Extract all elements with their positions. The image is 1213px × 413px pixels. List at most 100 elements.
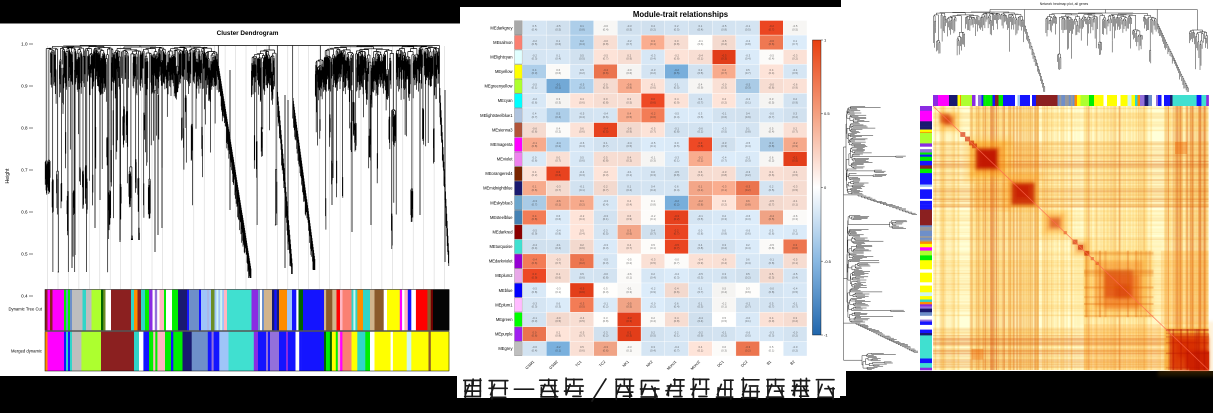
svg-text:-0.3: -0.3 xyxy=(651,68,656,72)
svg-text:-0.1: -0.1 xyxy=(722,112,727,116)
svg-text:MEmagenta: MEmagenta xyxy=(490,142,513,147)
svg-text:(0.5): (0.5) xyxy=(626,305,632,309)
svg-text:(0.2): (0.2) xyxy=(532,173,538,177)
svg-text:(0.1): (0.1) xyxy=(721,188,727,192)
svg-text:(0.2): (0.2) xyxy=(650,27,656,31)
svg-text:-0.5: -0.5 xyxy=(745,83,750,87)
svg-text:0.4: 0.4 xyxy=(698,97,702,101)
svg-text:-0.3: -0.3 xyxy=(651,258,656,262)
svg-text:(0.9): (0.9) xyxy=(650,290,656,294)
svg-text:0.1: 0.1 xyxy=(580,258,584,262)
svg-text:-0.5: -0.5 xyxy=(579,112,584,116)
svg-text:(0.6): (0.6) xyxy=(579,348,585,352)
svg-text:(0.7): (0.7) xyxy=(603,57,609,61)
svg-text:(0.4): (0.4) xyxy=(579,115,585,119)
svg-text:(0.4): (0.4) xyxy=(721,290,727,294)
svg-text:-0.2: -0.2 xyxy=(674,53,679,57)
svg-text:(0.2): (0.2) xyxy=(792,348,798,352)
svg-text:0.5: 0.5 xyxy=(722,316,726,320)
svg-text:0.5: 0.5 xyxy=(580,156,584,160)
svg-text:-0.4: -0.4 xyxy=(579,170,584,174)
svg-text:0.3: 0.3 xyxy=(698,141,702,145)
svg-text:-0.0: -0.0 xyxy=(556,316,561,320)
svg-text:-0.6: -0.6 xyxy=(722,258,727,262)
svg-text:(0.8): (0.8) xyxy=(674,130,680,134)
svg-text:(0.6): (0.6) xyxy=(579,290,585,294)
svg-text:MEviolet: MEviolet xyxy=(497,157,514,162)
svg-text:(0.8): (0.8) xyxy=(721,232,727,236)
svg-text:-0.1: -0.1 xyxy=(627,287,632,291)
svg-text:(0.1): (0.1) xyxy=(745,319,751,323)
svg-text:(0.4): (0.4) xyxy=(532,246,538,250)
svg-text:(0.5): (0.5) xyxy=(674,144,680,148)
svg-text:0.5: 0.5 xyxy=(770,301,774,305)
svg-text:0.2: 0.2 xyxy=(675,331,679,335)
svg-text:0.6: 0.6 xyxy=(556,68,560,72)
svg-text:(0.7): (0.7) xyxy=(769,202,775,206)
svg-text:-0.4: -0.4 xyxy=(722,156,727,160)
svg-text:0.6: 0.6 xyxy=(746,258,750,262)
svg-text:0.2: 0.2 xyxy=(746,243,750,247)
svg-text:(0.6): (0.6) xyxy=(579,159,585,163)
svg-text:-0.3: -0.3 xyxy=(722,126,727,130)
svg-text:-0.5: -0.5 xyxy=(793,24,798,28)
svg-text:(0.1): (0.1) xyxy=(792,261,798,265)
svg-text:-0.0: -0.0 xyxy=(627,68,632,72)
svg-text:(0.4): (0.4) xyxy=(721,42,727,46)
svg-text:(0.3): (0.3) xyxy=(721,57,727,61)
svg-text:(0.3): (0.3) xyxy=(698,305,704,309)
svg-text:(0.8): (0.8) xyxy=(674,57,680,61)
svg-text:MEdarkred: MEdarkred xyxy=(492,230,513,235)
svg-text:-0.4: -0.4 xyxy=(769,214,774,218)
svg-text:(0.6): (0.6) xyxy=(769,232,775,236)
svg-text:0.4: 0.4 xyxy=(627,112,631,116)
svg-text:(0.6): (0.6) xyxy=(721,115,727,119)
svg-text:(0.3): (0.3) xyxy=(555,305,561,309)
svg-text:-0.5: -0.5 xyxy=(627,258,632,262)
svg-text:(0.9): (0.9) xyxy=(698,334,704,338)
svg-text:0.3: 0.3 xyxy=(651,345,655,349)
svg-text:(0.1): (0.1) xyxy=(698,57,704,61)
svg-text:(0.8): (0.8) xyxy=(745,130,751,134)
svg-text:-0.4: -0.4 xyxy=(603,68,608,72)
svg-text:0.1: 0.1 xyxy=(533,185,537,189)
svg-text:(0.6): (0.6) xyxy=(603,115,609,119)
svg-text:(0.3): (0.3) xyxy=(745,217,751,221)
svg-text:-0.3: -0.3 xyxy=(769,331,774,335)
svg-text:(0.6): (0.6) xyxy=(769,86,775,90)
svg-text:(0.8): (0.8) xyxy=(721,173,727,177)
svg-text:(0.3): (0.3) xyxy=(674,275,680,279)
svg-text:-0.5: -0.5 xyxy=(556,24,561,28)
svg-text:0.0: 0.0 xyxy=(651,97,655,101)
svg-text:(0.5): (0.5) xyxy=(650,334,656,338)
svg-text:(0.4): (0.4) xyxy=(532,348,538,352)
svg-text:-0.3: -0.3 xyxy=(745,53,750,57)
svg-text:(0.7): (0.7) xyxy=(792,130,798,134)
svg-text:0.4: 0.4 xyxy=(627,243,631,247)
svg-text:0.4: 0.4 xyxy=(533,214,537,218)
svg-text:(0.2): (0.2) xyxy=(603,305,609,309)
svg-text:(0.1): (0.1) xyxy=(698,348,704,352)
svg-text:-0.2: -0.2 xyxy=(532,39,537,43)
svg-text:-0.4: -0.4 xyxy=(698,316,703,320)
svg-text:-0.1: -0.1 xyxy=(793,156,798,160)
svg-text:-0.6: -0.6 xyxy=(532,345,537,349)
svg-text:(0.8): (0.8) xyxy=(603,319,609,323)
svg-text:-0.2: -0.2 xyxy=(532,53,537,57)
svg-text:(0.1): (0.1) xyxy=(698,188,704,192)
svg-text:B2: B2 xyxy=(790,360,796,366)
svg-text:-0.5: -0.5 xyxy=(769,199,774,203)
svg-text:(0.5): (0.5) xyxy=(769,188,775,192)
svg-text:(0.3): (0.3) xyxy=(603,261,609,265)
svg-text:(0.7): (0.7) xyxy=(792,305,798,309)
svg-text:0.0: 0.0 xyxy=(675,141,679,145)
svg-text:(0.1): (0.1) xyxy=(603,217,609,221)
svg-text:-0.0: -0.0 xyxy=(722,83,727,87)
svg-text:(0.2): (0.2) xyxy=(792,334,798,338)
svg-text:(0.4): (0.4) xyxy=(603,202,609,206)
svg-text:0.2: 0.2 xyxy=(722,68,726,72)
svg-text:-0.3: -0.3 xyxy=(793,185,798,189)
svg-text:-0.0: -0.0 xyxy=(769,287,774,291)
svg-text:(0.3): (0.3) xyxy=(626,319,632,323)
svg-text:0.5: 0.5 xyxy=(746,68,750,72)
